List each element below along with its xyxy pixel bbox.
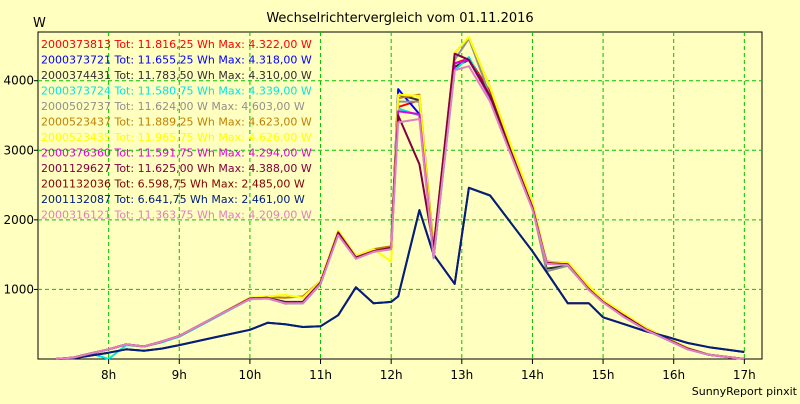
footer-credit: SunnyReport pinxit (692, 385, 798, 398)
legend-entry-2000373813: 2000373813 Tot: 11.816,25 Wh Max: 4.322,… (41, 38, 312, 51)
legend-entry-2001132036: 2001132036 Tot: 6.598,75 Wh Max: 2.485,0… (41, 178, 305, 191)
series-line-2000316121 (55, 65, 745, 360)
series-line-2001132087 (55, 186, 745, 360)
x-tick-label: 13h (450, 368, 473, 382)
legend-entry-2000373724: 2000373724 Tot: 11.580,75 Wh Max: 4.339,… (41, 85, 312, 98)
x-tick-label: 11h (309, 368, 332, 382)
legend-entry-2000373721: 2000373721 Tot: 11.655,25 Wh Max: 4.318,… (41, 54, 312, 67)
legend-entry-2001132087: 2001132087 Tot: 6.641,75 Wh Max: 2.461,0… (41, 193, 305, 206)
legend-entry-2000502737: 2000502737 Tot: 11.624,00 W Max: 4.603,0… (41, 100, 305, 113)
plot-area (37, 31, 763, 360)
y-tick-label: 3000 (3, 143, 34, 157)
x-tick-label: 14h (521, 368, 544, 382)
grid (38, 32, 762, 359)
legend-entry-2000523435: 2000523435 Tot: 11.965,75 Wh Max: 4.626,… (41, 131, 312, 144)
legend-entry-2000374431: 2000374431 Tot: 11.783,50 Wh Max: 4.310,… (41, 69, 312, 82)
x-tick-label: 16h (662, 368, 685, 382)
series-lines (55, 36, 745, 360)
x-tick-label: 9h (172, 368, 187, 382)
x-tick-label: 8h (101, 368, 116, 382)
y-tick-label: 4000 (3, 74, 34, 88)
x-tick-label: 12h (380, 368, 403, 382)
legend-entry-2000316121: 2000316121 Tot: 11.363,75 Wh Max: 4.209,… (41, 209, 312, 222)
chart-title: Wechselrichtervergleich vom 01.11.2016 (266, 11, 533, 26)
legend-entry-2000376360: 2000376360 Tot: 11.591,75 Wh Max: 4.294,… (41, 147, 312, 160)
y-tick-label: 1000 (3, 282, 34, 296)
x-tick-label: 10h (238, 368, 261, 382)
legend: 2000373813 Tot: 11.816,25 Wh Max: 4.322,… (41, 38, 312, 222)
x-tick-label: 15h (592, 368, 615, 382)
legend-entry-2000523437: 2000523437 Tot: 11.889,25 Wh Max: 4.623,… (41, 116, 312, 129)
x-tick-label: 17h (733, 368, 756, 382)
axes: 8h 9h 10h 11h 12h 13h 14h 15h 16h 17h 1000 2000 3000… (3, 74, 755, 382)
y-tick-label: 2000 (3, 213, 34, 227)
y-axis-unit-label: W (33, 16, 46, 31)
legend-entry-2001129627: 2001129627 Tot: 11.625,00 Wh Max: 4.388,… (41, 162, 312, 175)
